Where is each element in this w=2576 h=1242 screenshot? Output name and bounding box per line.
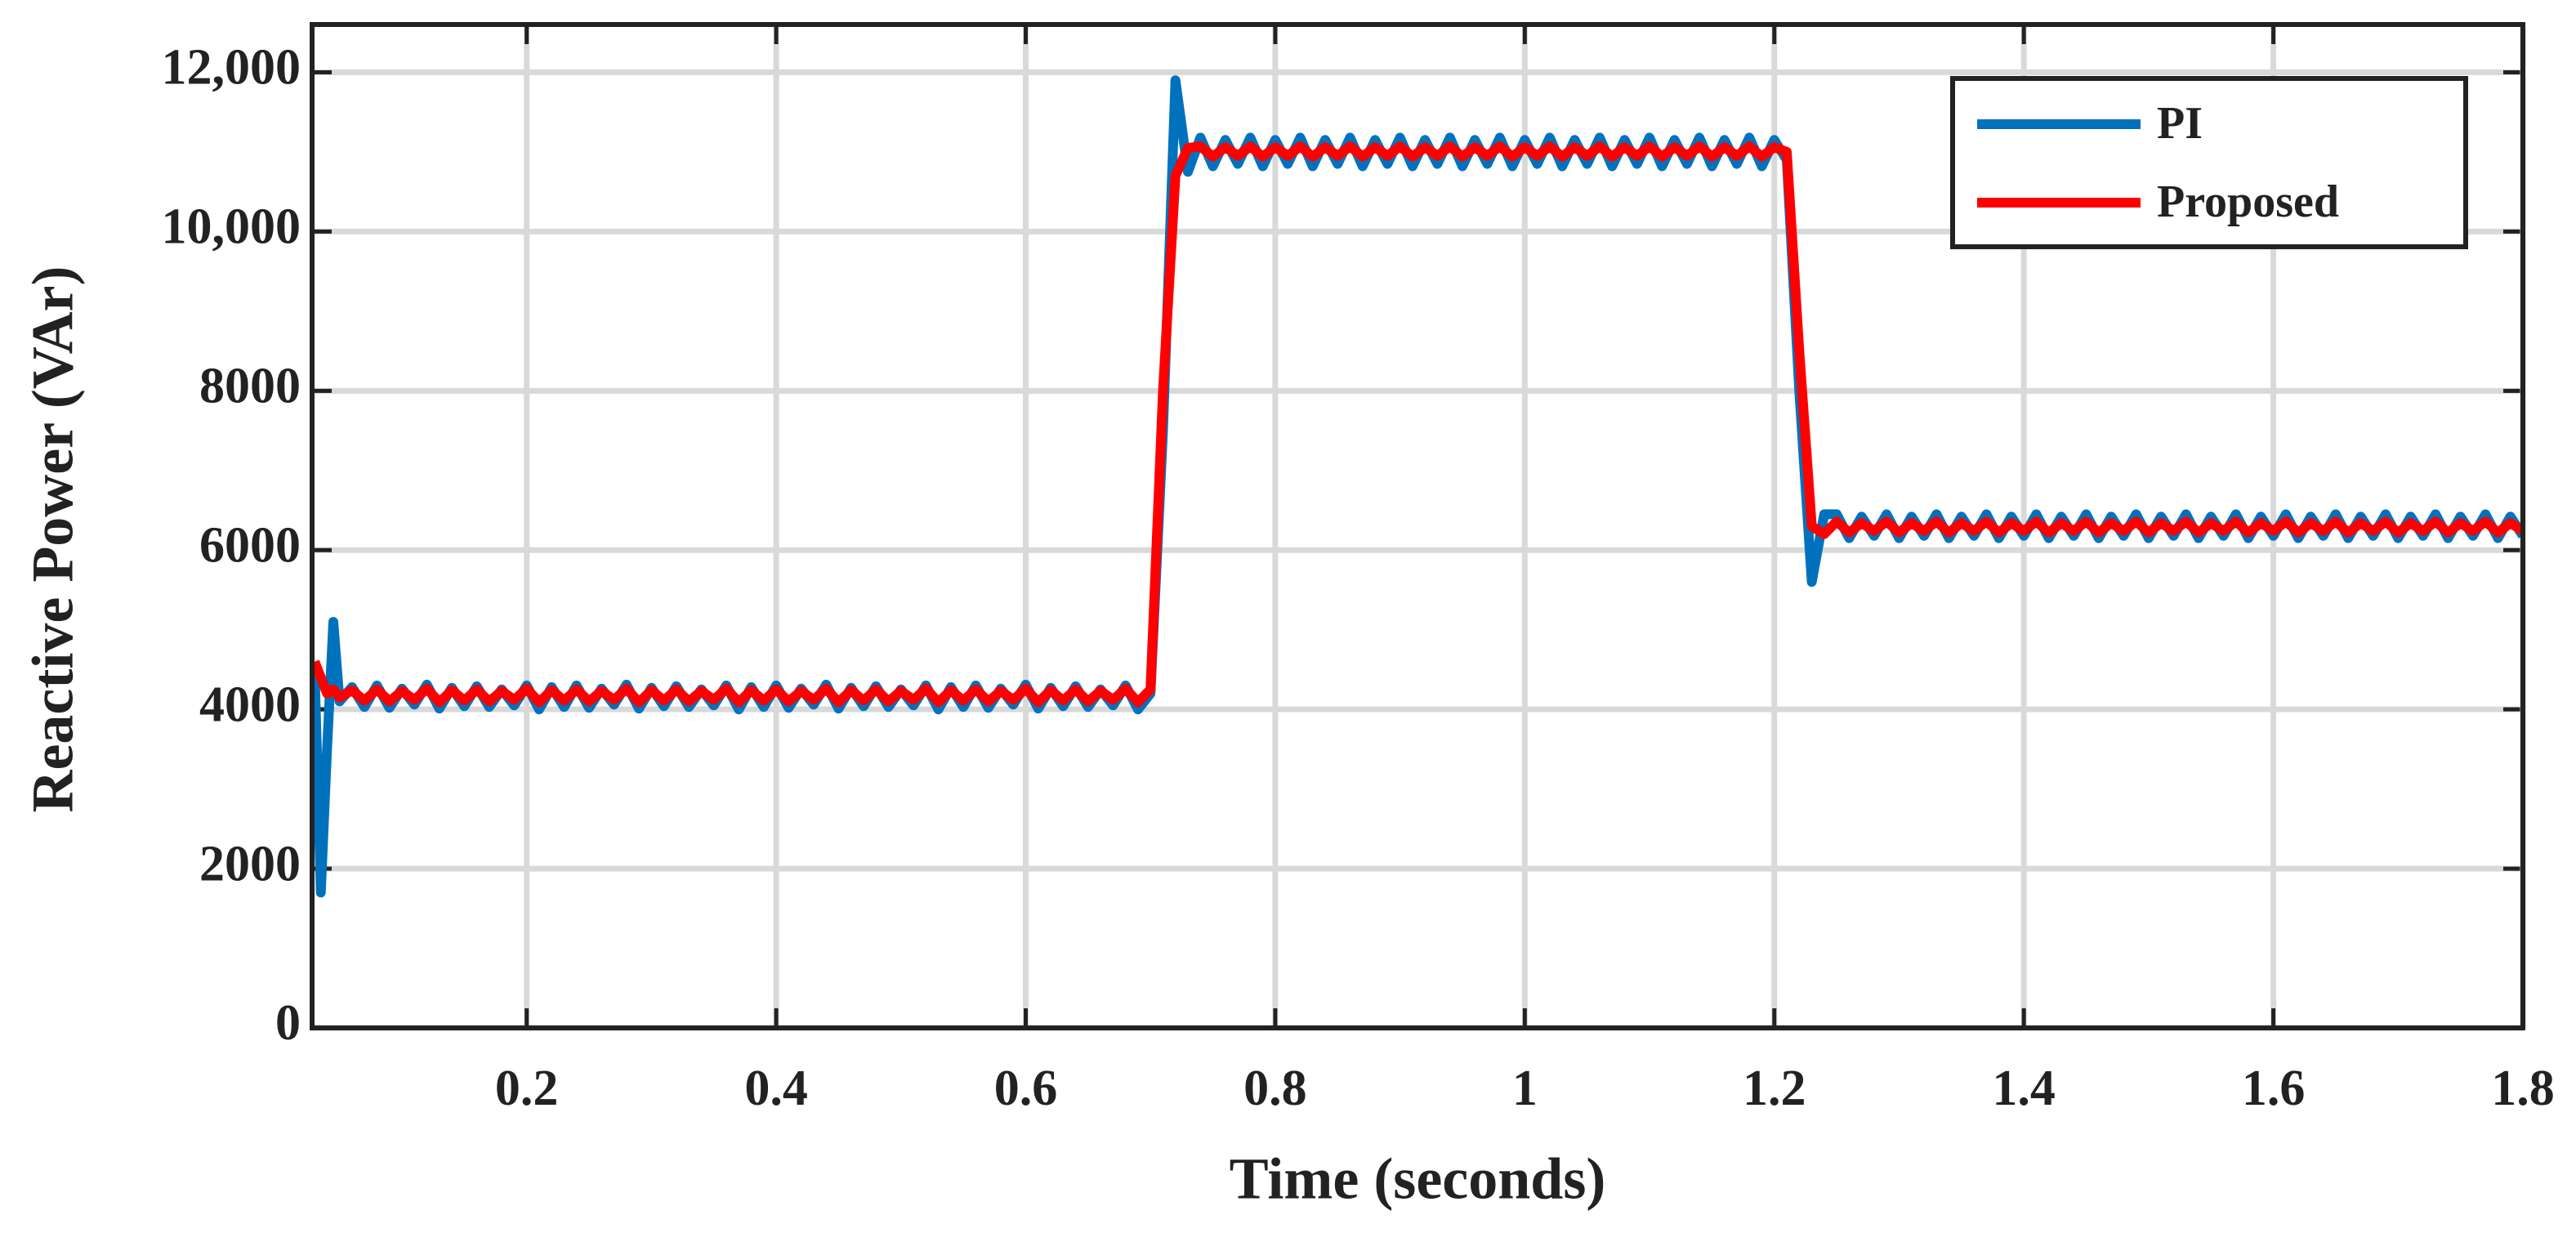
x-tick-label: 0.4 [744,1061,808,1116]
series-line [312,141,2523,708]
x-axis-label: Time (seconds) [1230,1146,1606,1212]
x-tick-label: 1.2 [1743,1061,1806,1116]
y-tick-label: 0 [275,995,301,1051]
y-tick-label: 8000 [199,359,301,414]
x-tick-label: 1.6 [2242,1061,2306,1116]
x-tick-label: 1 [1512,1061,1538,1116]
y-axis-label: Reactive Power (VAr) [20,266,86,812]
y-tick-label: 10,000 [162,199,301,255]
x-tick-label: 0.6 [994,1061,1058,1116]
legend-label: Proposed [2157,176,2339,227]
x-tick-label: 1.4 [1992,1061,2056,1116]
y-tick-label: 4000 [199,677,301,732]
plot-frame [310,22,2525,1030]
legend-box [1950,76,2468,249]
legend-label: PI [2157,98,2203,149]
x-tick-label: 0.8 [1243,1061,1307,1116]
y-tick-label: 2000 [199,836,301,891]
y-tick-label: 6000 [199,517,301,573]
x-tick-label: 1.8 [2491,1061,2555,1116]
y-tick-label: 12,000 [162,40,301,96]
x-tick-label: 0.2 [495,1061,559,1116]
